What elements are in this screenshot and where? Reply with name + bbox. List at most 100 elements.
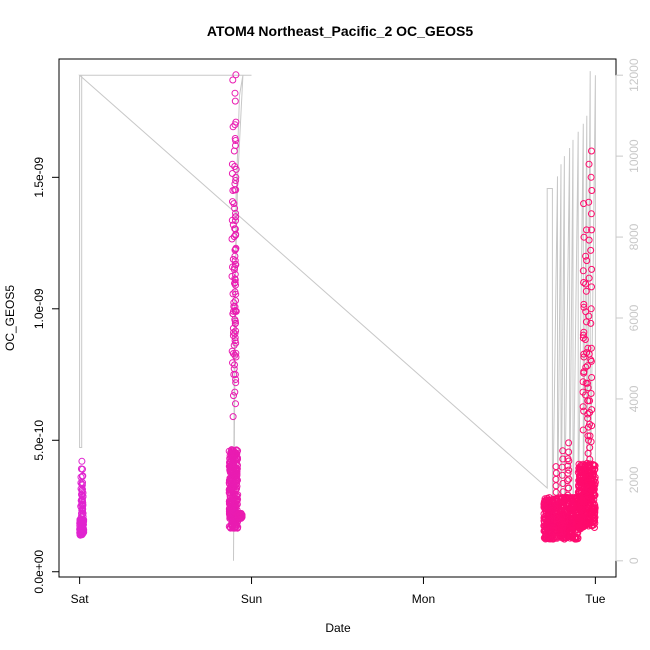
data-point xyxy=(227,448,235,456)
y-axis-label: OC_GEOS5 xyxy=(3,285,17,351)
data-point xyxy=(79,465,86,473)
data-point xyxy=(582,252,590,260)
data-point xyxy=(558,513,566,521)
data-point xyxy=(225,476,233,484)
data-point xyxy=(582,488,590,496)
data-point xyxy=(587,246,595,254)
data-point xyxy=(231,121,239,129)
data-point xyxy=(588,147,595,155)
data-point xyxy=(580,300,588,308)
data-point xyxy=(231,303,239,311)
y-tick-label: 0.0e+00 xyxy=(32,550,46,594)
data-point xyxy=(229,350,237,357)
data-point xyxy=(230,233,238,241)
data-point xyxy=(231,225,239,233)
data-point xyxy=(591,504,599,512)
data-point xyxy=(232,379,240,387)
data-point xyxy=(231,351,239,359)
data-point xyxy=(591,491,599,499)
data-point xyxy=(226,452,234,460)
data-point xyxy=(585,436,592,444)
data-point xyxy=(231,388,239,396)
data-point xyxy=(584,432,592,440)
y2-tick-label: 8000 xyxy=(627,223,641,250)
data-point xyxy=(565,517,572,525)
data-point xyxy=(584,384,592,392)
data-point xyxy=(231,320,239,328)
data-point xyxy=(590,507,598,515)
data-point xyxy=(229,187,237,194)
data-point xyxy=(232,231,240,239)
data-point xyxy=(588,481,596,489)
data-point xyxy=(582,519,590,527)
y-tick-label: 5.0e-10 xyxy=(32,420,46,461)
data-point xyxy=(591,524,598,531)
data-point xyxy=(230,371,238,378)
data-point xyxy=(587,344,595,352)
data-point xyxy=(588,226,596,234)
data-point xyxy=(230,329,237,336)
points-layer xyxy=(76,71,599,543)
data-point xyxy=(585,274,593,282)
data-point xyxy=(230,147,238,155)
data-point xyxy=(580,233,588,241)
data-point xyxy=(78,486,86,494)
x-axis-label: Date xyxy=(325,621,351,635)
data-point xyxy=(589,517,597,525)
data-point xyxy=(230,458,238,466)
data-point xyxy=(232,209,239,217)
data-point xyxy=(78,505,86,513)
data-point xyxy=(565,484,572,492)
data-point xyxy=(583,257,591,265)
data-point xyxy=(582,500,589,507)
data-point xyxy=(545,509,553,517)
data-point xyxy=(584,410,592,418)
data-point xyxy=(579,378,587,386)
data-point xyxy=(586,420,594,428)
data-point xyxy=(544,497,552,505)
data-point xyxy=(580,200,588,208)
data-point xyxy=(580,350,588,358)
data-point xyxy=(584,495,591,503)
data-point xyxy=(573,533,581,541)
data-point xyxy=(540,498,548,506)
data-point xyxy=(588,283,595,291)
plot-area xyxy=(58,58,617,578)
data-point xyxy=(541,533,549,541)
y2-tick-label: 12000 xyxy=(627,58,641,92)
data-point xyxy=(576,493,584,500)
data-point xyxy=(588,265,596,273)
data-point xyxy=(78,481,86,489)
data-point xyxy=(559,447,567,455)
y2-tick-label: 2000 xyxy=(627,466,641,493)
data-point xyxy=(231,252,239,260)
data-point xyxy=(79,472,87,480)
data-point xyxy=(231,97,239,105)
data-point xyxy=(559,524,567,532)
data-point xyxy=(230,200,238,208)
data-point xyxy=(579,403,587,411)
data-point xyxy=(546,520,554,528)
data-point xyxy=(584,362,591,370)
data-point xyxy=(232,137,240,144)
data-point xyxy=(587,173,595,181)
data-point xyxy=(577,487,585,495)
data-point xyxy=(551,533,559,541)
data-point xyxy=(564,477,571,485)
data-point xyxy=(588,422,596,430)
data-point xyxy=(576,474,584,482)
data-point xyxy=(579,388,587,396)
data-point xyxy=(231,279,239,286)
x-tick-label: Mon xyxy=(412,592,435,606)
data-point xyxy=(584,397,592,405)
data-point xyxy=(232,400,239,408)
data-point xyxy=(565,439,573,447)
data-point xyxy=(232,464,240,472)
data-point xyxy=(234,491,242,499)
data-point xyxy=(231,89,239,97)
y2-tick-label: 10000 xyxy=(627,139,641,173)
data-point xyxy=(587,210,595,218)
data-point xyxy=(584,379,591,387)
data-point xyxy=(231,276,239,284)
data-point xyxy=(588,187,596,194)
